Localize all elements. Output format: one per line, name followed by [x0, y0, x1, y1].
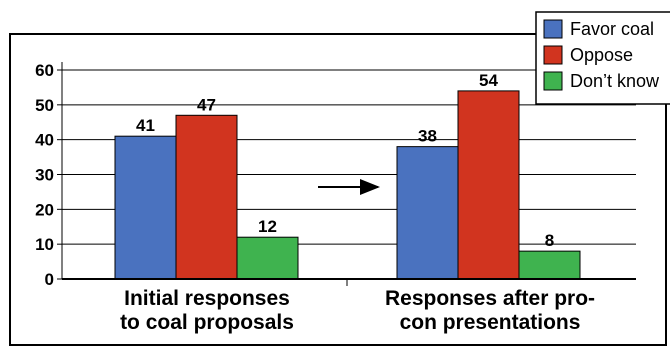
legend-label: Oppose [570, 45, 633, 65]
y-tick-label: 60 [35, 61, 54, 80]
category-label: Responses after pro- [385, 287, 595, 310]
bar [457, 90, 520, 280]
legend-swatch [543, 71, 563, 91]
legend-swatch [543, 45, 563, 65]
bar [518, 250, 581, 280]
bar [396, 146, 459, 280]
legend-label: Don’t know [570, 71, 660, 91]
category-label: to coal proposals [120, 311, 294, 334]
data-labels: 41 38 47 54 12 8 [136, 71, 554, 250]
category-label: Initial responses [124, 287, 290, 310]
y-tick-label: 20 [35, 200, 54, 219]
data-label: 47 [197, 95, 216, 114]
y-axis: 0 10 20 30 40 50 60 [35, 61, 63, 289]
legend-label: Favor coal [570, 19, 654, 39]
y-tick-label: 10 [35, 235, 54, 254]
legend: Favor coal Oppose Don’t know [535, 11, 670, 105]
y-tick-label: 40 [35, 131, 54, 150]
legend-swatch [543, 19, 563, 39]
bar [236, 236, 299, 280]
data-label: 38 [418, 127, 437, 146]
data-label: 12 [258, 217, 277, 236]
data-label: 54 [479, 71, 498, 90]
bar-series [114, 90, 581, 280]
data-label: 8 [545, 231, 554, 250]
y-tick-label: 30 [35, 166, 54, 185]
category-label: con presentations [400, 311, 581, 334]
bar [114, 135, 177, 280]
y-tick-label: 0 [45, 270, 54, 289]
y-tick-label: 50 [35, 96, 54, 115]
data-label: 41 [136, 116, 155, 135]
bar [175, 114, 238, 280]
